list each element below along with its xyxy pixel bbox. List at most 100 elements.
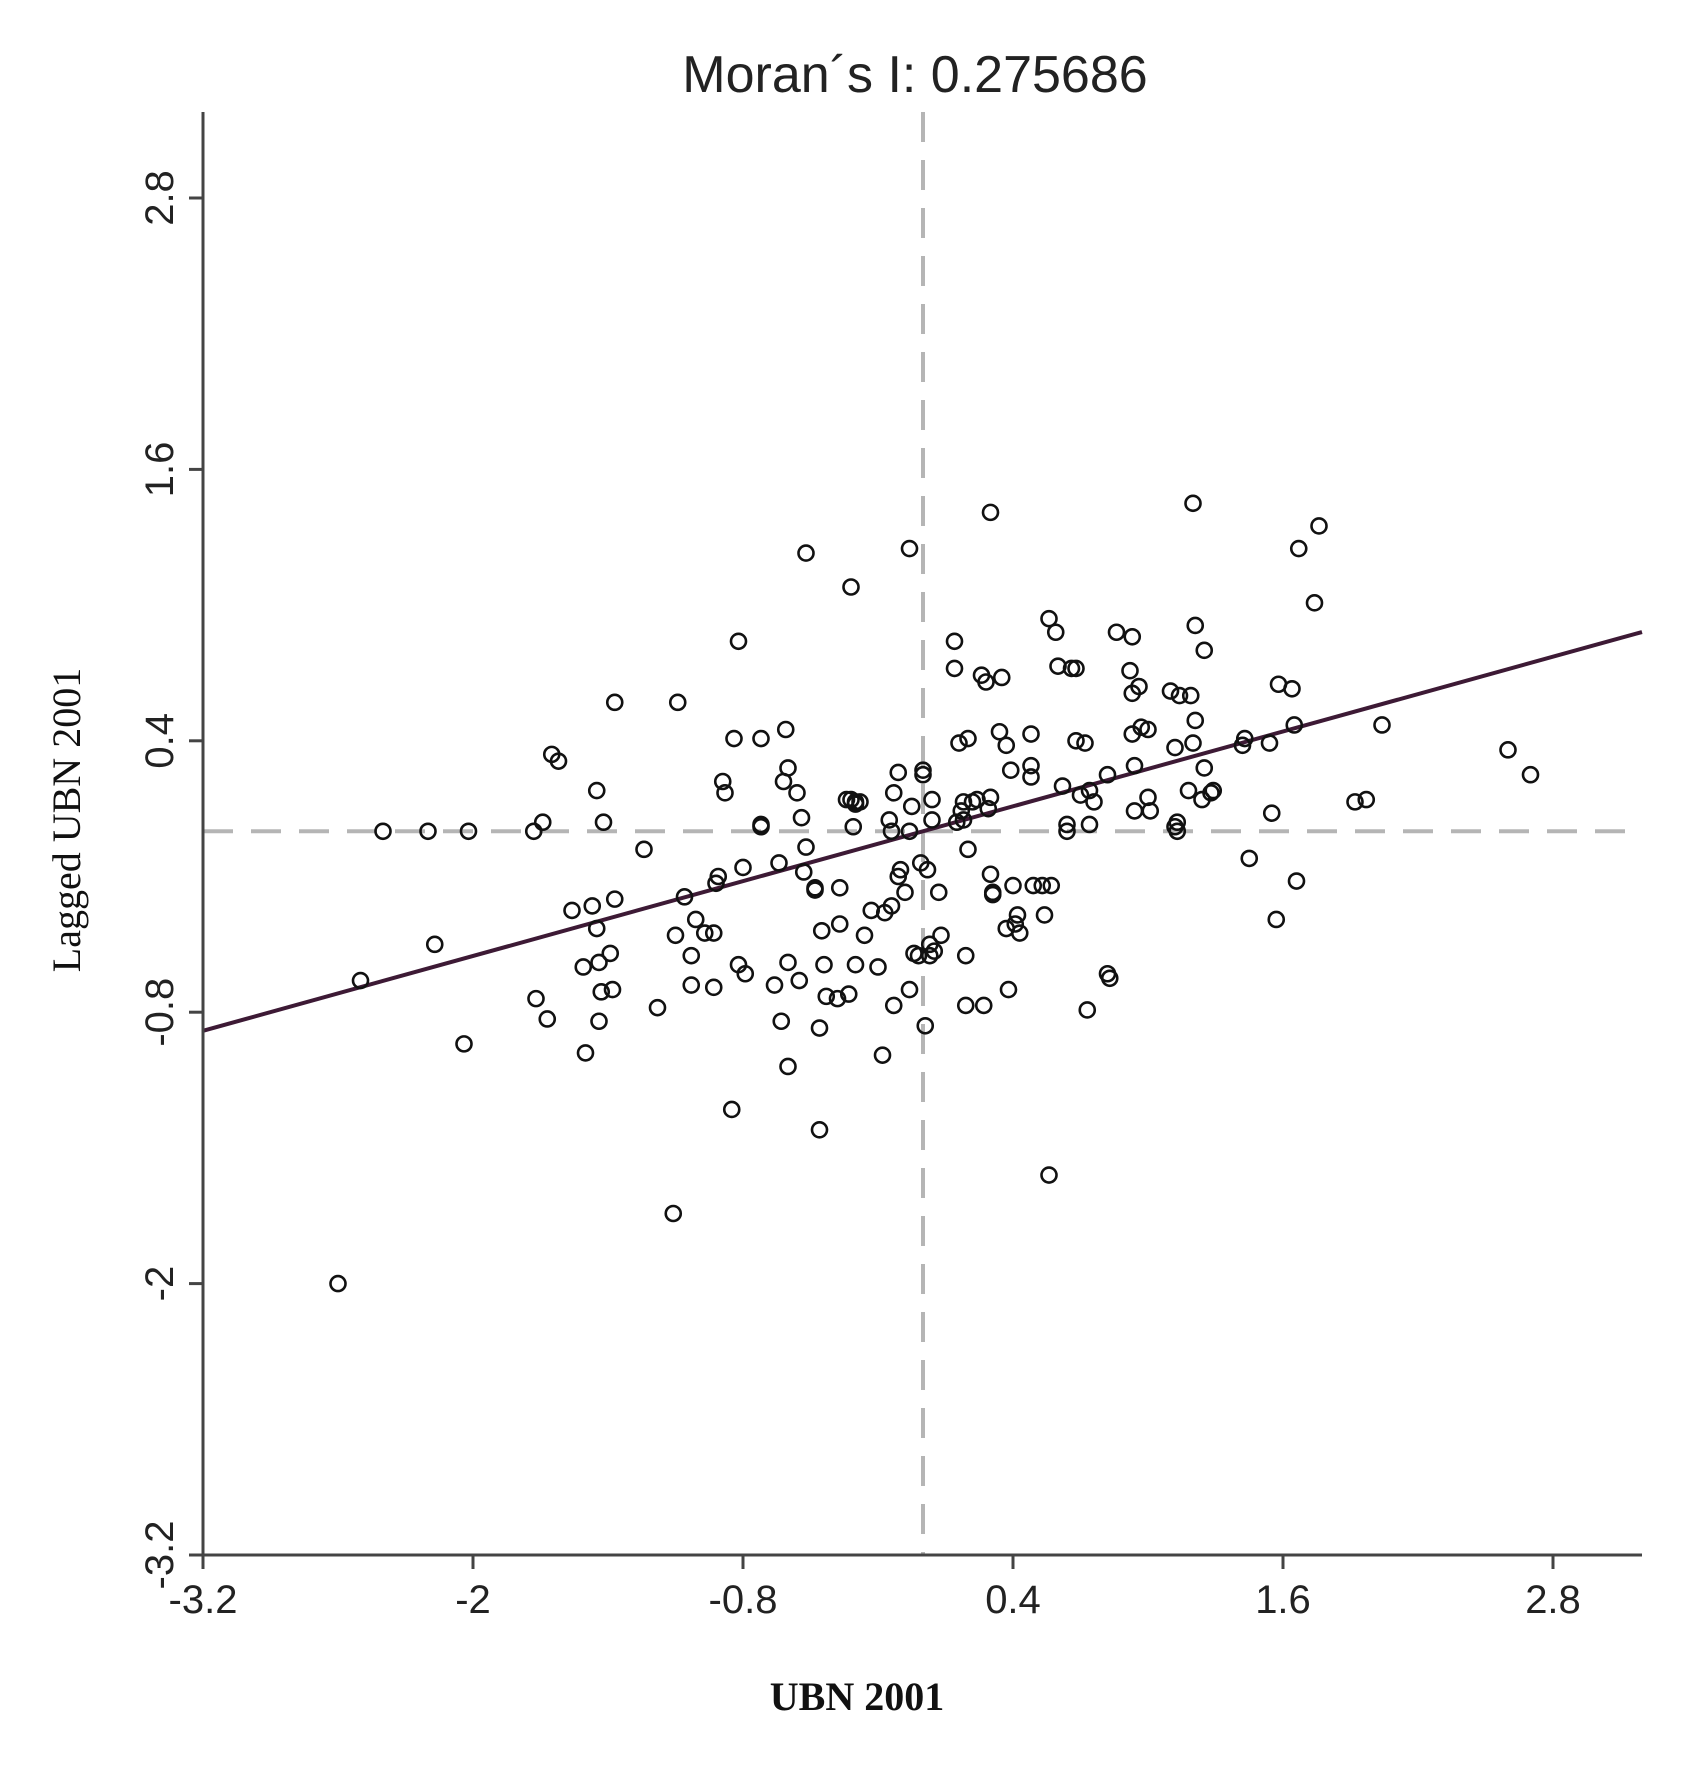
data-point: [788, 784, 806, 802]
data-point: [1184, 734, 1202, 752]
data-point: [425, 935, 444, 954]
data-point: [351, 971, 370, 990]
data-point: [1357, 790, 1376, 809]
data-point: [455, 1035, 473, 1053]
data-point: [1078, 1001, 1097, 1019]
x-tick-label: -3.2: [169, 1578, 238, 1622]
data-point: [1058, 822, 1076, 841]
data-point: [999, 980, 1018, 999]
data-point: [923, 811, 941, 829]
data-point: [812, 921, 831, 940]
data-point: [1125, 756, 1144, 775]
data-point: [1085, 793, 1103, 811]
data-point: [1040, 609, 1058, 628]
axes: [201, 112, 1642, 1557]
data-point: [1285, 716, 1304, 734]
data-point: [882, 897, 901, 915]
y-axis-ticks: -3.2 -2 -0.8 0.4 1.6 2.8: [138, 170, 203, 1589]
data-point: [977, 673, 995, 691]
data-point: [716, 784, 734, 802]
data-point: [828, 989, 847, 1008]
data-point: [574, 958, 593, 976]
y-tick-label: -3.2: [138, 1521, 182, 1590]
data-point: [1024, 876, 1043, 895]
data-point: [952, 802, 971, 820]
x-tick-label: 2.8: [1525, 1578, 1581, 1622]
data-point: [1008, 906, 1027, 924]
data-point: [981, 865, 1000, 884]
data-point: [1022, 725, 1040, 743]
data-point: [704, 924, 723, 942]
data-point: [1006, 915, 1025, 933]
data-point: [1305, 594, 1324, 612]
data-point: [925, 942, 944, 960]
data-point: [1004, 876, 1022, 895]
data-point: [869, 958, 887, 976]
data-point: [605, 693, 624, 712]
data-point: [1346, 793, 1364, 811]
data-point: [1058, 815, 1076, 834]
data-point: [981, 788, 1000, 807]
data-point: [752, 729, 770, 748]
data-point: [587, 919, 606, 938]
data-point: [797, 838, 815, 856]
data-point: [979, 799, 998, 818]
data-point: [842, 578, 860, 596]
data-point: [734, 858, 752, 877]
data-point: [830, 879, 849, 897]
y-tick-label: -0.8: [138, 978, 182, 1047]
data-point: [884, 784, 903, 802]
data-point: [815, 955, 833, 974]
data-point: [1076, 734, 1094, 752]
data-point: [549, 752, 568, 770]
data-point: [1499, 741, 1517, 759]
data-point: [1202, 784, 1220, 802]
data-point: [779, 759, 797, 777]
y-tick-label: 0.4: [138, 713, 182, 769]
data-point: [736, 964, 755, 983]
x-tick-label: -2: [455, 1578, 491, 1622]
chart-title: Moran´s I: 0.275686: [682, 46, 1147, 104]
data-point: [923, 790, 941, 809]
data-point: [817, 987, 836, 1006]
data-point: [1170, 686, 1189, 705]
data-point: [806, 879, 824, 897]
data-point: [419, 822, 437, 841]
data-point: [587, 781, 606, 800]
data-point: [1125, 802, 1144, 820]
data-point: [686, 910, 705, 929]
data-point: [880, 811, 899, 829]
data-point: [1033, 876, 1052, 895]
data-point: [1179, 781, 1198, 800]
x-tick-label: 0.4: [985, 1578, 1041, 1622]
data-point: [851, 793, 869, 811]
data-point: [794, 863, 813, 881]
data-point: [900, 822, 919, 841]
data-point: [1130, 677, 1148, 696]
data-point: [956, 946, 975, 965]
data-point: [1071, 786, 1090, 804]
data-point: [1181, 686, 1200, 705]
data-point: [1267, 910, 1286, 929]
regression-line-group: [202, 630, 1643, 1033]
data-point: [882, 822, 901, 841]
data-point: [797, 544, 815, 562]
data-point: [1080, 815, 1099, 834]
data-point: [1067, 659, 1085, 678]
data-point: [839, 985, 858, 1003]
data-point: [830, 915, 849, 933]
data-point: [1195, 759, 1214, 777]
data-point: [790, 971, 809, 990]
data-point: [932, 926, 950, 945]
data-point: [1204, 781, 1223, 800]
data-point: [1186, 711, 1205, 730]
x-axis-label: UBN 2001: [770, 1674, 944, 1719]
data-point: [1166, 738, 1184, 757]
data-point: [981, 503, 1000, 522]
data-point: [675, 888, 694, 906]
data-point: [1121, 661, 1139, 680]
data-point: [648, 998, 667, 1017]
data-point: [1001, 761, 1020, 780]
data-point: [884, 996, 903, 1015]
